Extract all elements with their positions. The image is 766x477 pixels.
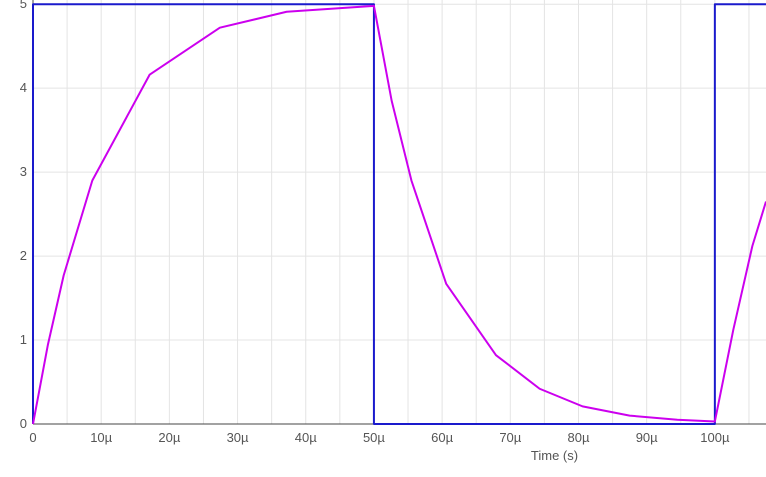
x-tick-label: 10µ xyxy=(90,430,112,445)
x-tick-label: 20µ xyxy=(158,430,180,445)
series-line-2 xyxy=(32,4,766,425)
y-tick-label: 4 xyxy=(20,80,27,95)
grid xyxy=(33,0,766,424)
x-tick-label: 100µ xyxy=(700,430,730,445)
y-tick-label: 0 xyxy=(20,416,27,431)
x-tick-label: 40µ xyxy=(295,430,317,445)
x-tick-label: 0 xyxy=(29,430,36,445)
y-tick-label: 2 xyxy=(20,248,27,263)
series-line-1 xyxy=(32,3,766,425)
y-tick-label: 5 xyxy=(20,0,27,11)
x-tick-label: 60µ xyxy=(431,430,453,445)
x-tick-label: 80µ xyxy=(568,430,590,445)
series-lines xyxy=(32,3,766,425)
x-axis-title: Time (s) xyxy=(531,448,578,463)
y-tick-label: 3 xyxy=(20,164,27,179)
y-tick-label: 1 xyxy=(20,332,27,347)
x-tick-label: 50µ xyxy=(363,430,385,445)
x-tick-label: 30µ xyxy=(227,430,249,445)
tick-labels: 0 10µ 20µ 30µ 40µ 50µ 60µ 70µ 80µ 90µ 100µ 0 1 2 3 4 5 xyxy=(20,0,730,445)
axes xyxy=(32,0,766,425)
x-tick-label: 90µ xyxy=(636,430,658,445)
x-tick-label: 70µ xyxy=(499,430,521,445)
